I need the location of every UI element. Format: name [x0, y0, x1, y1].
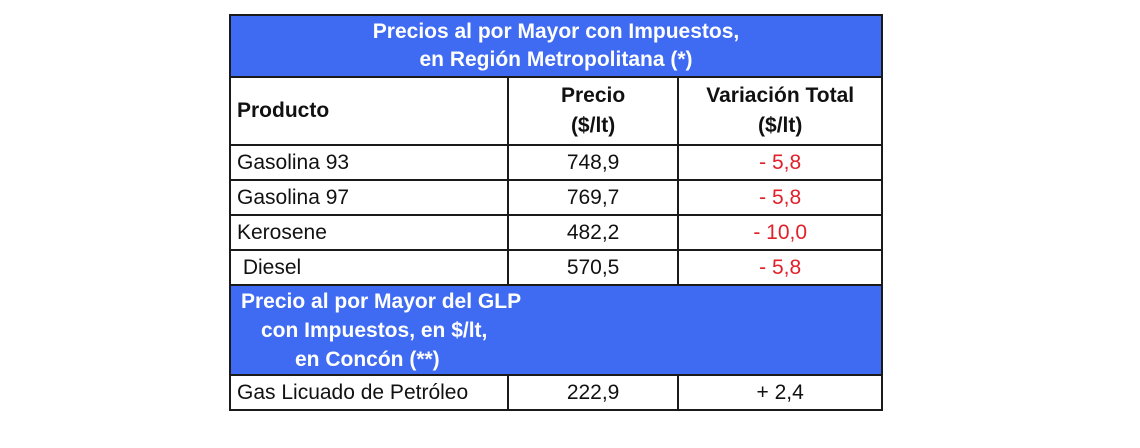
- title-row: Precios al por Mayor con Impuestos, en R…: [229, 14, 883, 78]
- table-title-line2: en Región Metropolitana (*): [419, 48, 693, 71]
- table-title: Precios al por Mayor con Impuestos, en R…: [229, 14, 883, 78]
- variation-cell: + 2,4: [677, 374, 883, 411]
- variation-cell: - 5,8: [677, 249, 883, 286]
- product-cell: Gasolina 97: [229, 179, 509, 216]
- variation-cell: - 5,8: [677, 144, 883, 181]
- price-cell: 222,9: [506, 374, 680, 411]
- variation-cell: - 5,8: [677, 179, 883, 216]
- table-title-line1: Precios al por Mayor con Impuestos,: [372, 20, 740, 43]
- header-variation: Variación Total ($/lt): [677, 76, 883, 146]
- price-cell: 769,7: [506, 179, 680, 216]
- price-cell: 748,9: [506, 144, 680, 181]
- glp-section-row: Precio al por Mayor del GLP con Impuesto…: [229, 284, 883, 376]
- header-variation-line1: Variación Total: [706, 84, 855, 107]
- glp-section-line3: en Concón (**): [295, 347, 440, 371]
- product-cell: Kerosene: [229, 214, 509, 251]
- glp-section-line2: con Impuestos, en $/lt,: [261, 318, 488, 342]
- table-row: Gas Licuado de Petróleo 222,9 + 2,4: [229, 374, 883, 411]
- table-row: Kerosene 482,2 - 10,0: [229, 214, 883, 251]
- variation-cell: - 10,0: [677, 214, 883, 251]
- header-product: Producto: [229, 76, 509, 146]
- table-row: Diesel 570,5 - 5,8: [229, 249, 883, 286]
- table-row: Gasolina 97 769,7 - 5,8: [229, 179, 883, 216]
- header-price-line1: Precio: [561, 84, 626, 107]
- header-row: Producto Precio ($/lt) Variación Total (…: [229, 76, 883, 146]
- price-cell: 570,5: [506, 249, 680, 286]
- header-price: Precio ($/lt): [506, 76, 680, 146]
- header-price-line2: ($/lt): [570, 114, 616, 137]
- product-cell: Gas Licuado de Petróleo: [229, 374, 509, 411]
- table-row: Gasolina 93 748,9 - 5,8: [229, 144, 883, 181]
- product-cell: Gasolina 93: [229, 144, 509, 181]
- glp-section-title: Precio al por Mayor del GLP con Impuesto…: [229, 284, 883, 376]
- product-cell: Diesel: [229, 249, 509, 286]
- glp-section-line1: Precio al por Mayor del GLP: [241, 289, 522, 313]
- price-table: Precios al por Mayor con Impuestos, en R…: [229, 14, 883, 411]
- price-cell: 482,2: [506, 214, 680, 251]
- header-variation-line2: ($/lt): [758, 114, 803, 137]
